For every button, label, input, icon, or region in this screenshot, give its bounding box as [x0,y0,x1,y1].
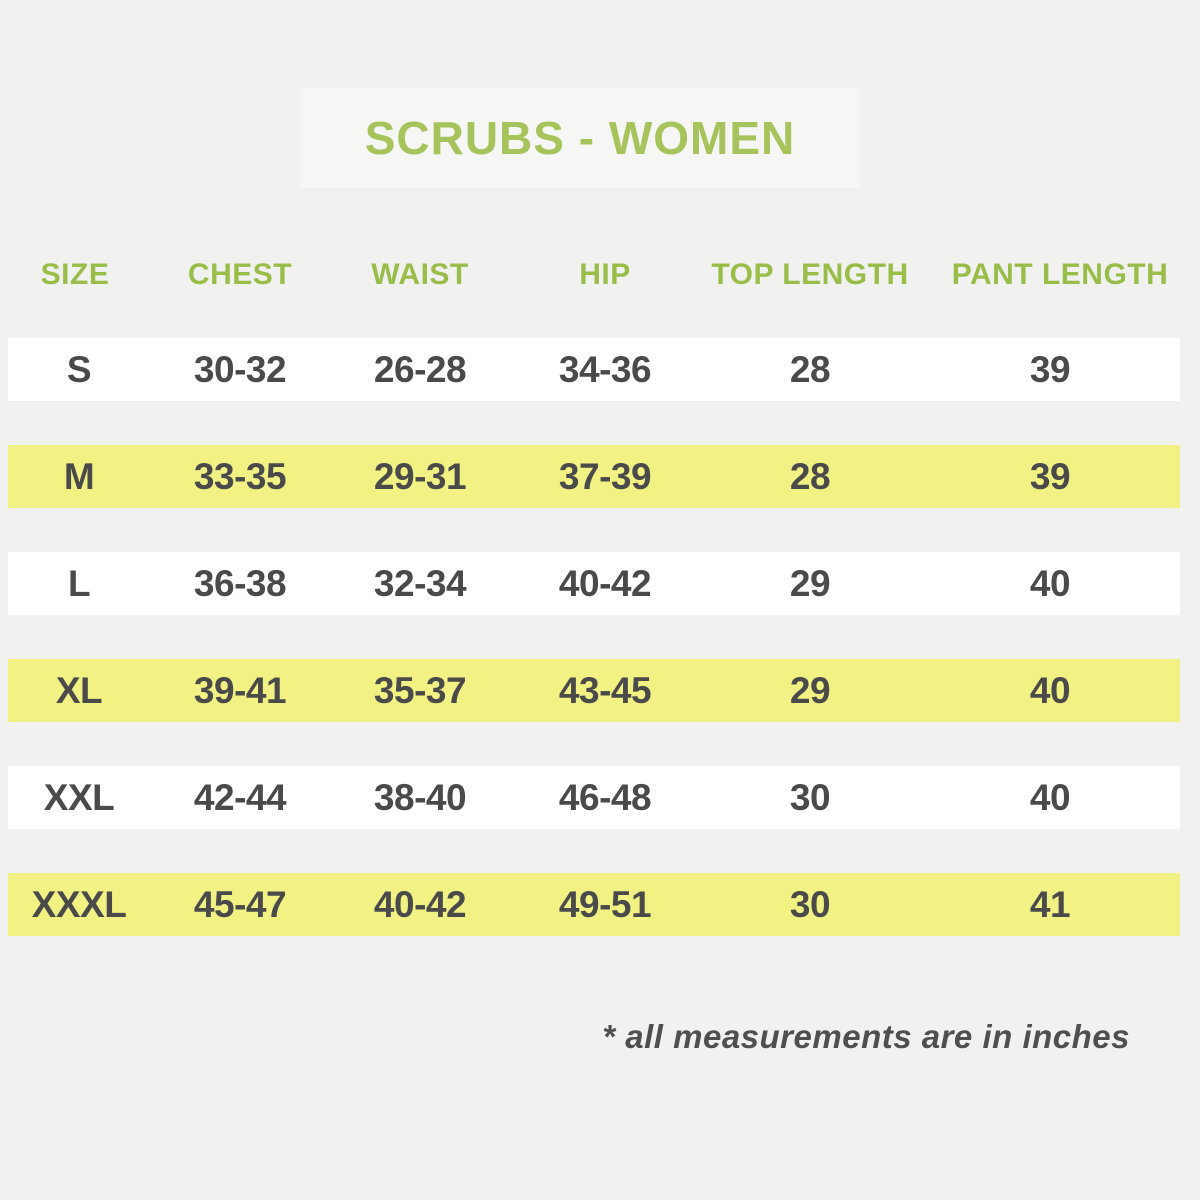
column-header-chest: CHEST [187,258,293,291]
cell-chest: 30-32 [193,348,287,390]
column-header-hip: HIP [579,258,631,291]
cell-pant-length: 40 [1029,562,1071,604]
cell-top-length: 29 [789,669,831,711]
cell-size: L [67,562,91,604]
cell-chest: 45-47 [193,883,287,925]
column-header-pant-length: PANT LENGTH [951,258,1169,291]
chart-title-box: SCRUBS - WOMEN [300,88,860,188]
cell-hip: 46-48 [558,776,652,818]
column-header-top-length: TOP LENGTH [711,258,909,291]
table-row-l: L 36-38 32-34 40-42 29 40 [8,552,1180,615]
cell-pant-length: 39 [1029,348,1071,390]
cell-chest: 39-41 [193,669,287,711]
cell-top-length: 28 [789,455,831,497]
cell-chest: 36-38 [193,562,287,604]
cell-top-length: 30 [789,776,831,818]
cell-top-length: 28 [789,348,831,390]
cell-size: M [63,455,95,497]
table-row-xl: XL 39-41 35-37 43-45 29 40 [8,659,1180,722]
cell-hip: 34-36 [558,348,652,390]
cell-hip: 37-39 [558,455,652,497]
cell-waist: 26-28 [373,348,467,390]
table-row-xxl: XXL 42-44 38-40 46-48 30 40 [8,766,1180,829]
cell-waist: 35-37 [373,669,467,711]
cell-pant-length: 40 [1029,776,1071,818]
table-row-m: M 33-35 29-31 37-39 28 39 [8,445,1180,508]
cell-size: XXXL [31,883,127,925]
cell-waist: 40-42 [373,883,467,925]
cell-size: S [66,348,92,390]
chart-title: SCRUBS - WOMEN [364,112,796,164]
cell-waist: 29-31 [373,455,467,497]
cell-waist: 32-34 [373,562,467,604]
table-body: S 30-32 26-28 34-36 28 39 M 33-35 29-31 … [0,338,1200,980]
cell-pant-length: 41 [1029,883,1071,925]
cell-hip: 43-45 [558,669,652,711]
measurements-footnote: * all measurements are in inches [602,1018,1130,1055]
cell-pant-length: 39 [1029,455,1071,497]
cell-size: XXL [43,776,115,818]
table-row-s: S 30-32 26-28 34-36 28 39 [8,338,1180,401]
cell-waist: 38-40 [373,776,467,818]
cell-chest: 42-44 [193,776,287,818]
cell-size: XL [55,669,103,711]
cell-hip: 49-51 [558,883,652,925]
column-header-size: SIZE [40,258,110,291]
cell-top-length: 30 [789,883,831,925]
column-header-waist: WAIST [371,258,469,291]
cell-chest: 33-35 [193,455,287,497]
table-row-xxxl: XXXL 45-47 40-42 49-51 30 41 [8,873,1180,936]
cell-pant-length: 40 [1029,669,1071,711]
cell-hip: 40-42 [558,562,652,604]
cell-top-length: 29 [789,562,831,604]
table-header-row: SIZE CHEST WAIST HIP TOP LENGTH PANT LEN… [0,250,1200,300]
